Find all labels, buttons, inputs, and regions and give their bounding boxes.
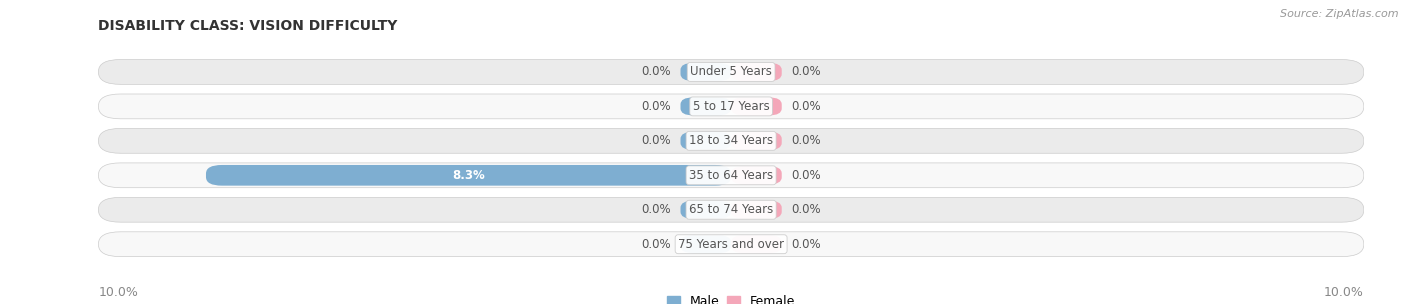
FancyBboxPatch shape	[681, 201, 731, 219]
Text: 8.3%: 8.3%	[453, 169, 485, 182]
Text: 0.0%: 0.0%	[641, 65, 671, 78]
FancyBboxPatch shape	[731, 63, 782, 81]
Text: 18 to 34 Years: 18 to 34 Years	[689, 134, 773, 147]
FancyBboxPatch shape	[98, 163, 1364, 188]
FancyBboxPatch shape	[731, 132, 782, 150]
Text: 0.0%: 0.0%	[792, 100, 821, 113]
FancyBboxPatch shape	[98, 94, 1364, 119]
FancyBboxPatch shape	[98, 232, 1364, 257]
Text: 0.0%: 0.0%	[792, 134, 821, 147]
FancyBboxPatch shape	[681, 235, 731, 253]
Text: 65 to 74 Years: 65 to 74 Years	[689, 203, 773, 216]
Text: Source: ZipAtlas.com: Source: ZipAtlas.com	[1281, 9, 1399, 19]
Legend: Male, Female: Male, Female	[662, 290, 800, 304]
Text: Under 5 Years: Under 5 Years	[690, 65, 772, 78]
Text: DISABILITY CLASS: VISION DIFFICULTY: DISABILITY CLASS: VISION DIFFICULTY	[98, 19, 398, 33]
Text: 5 to 17 Years: 5 to 17 Years	[693, 100, 769, 113]
FancyBboxPatch shape	[731, 201, 782, 219]
Text: 0.0%: 0.0%	[641, 100, 671, 113]
Text: 10.0%: 10.0%	[98, 286, 138, 299]
FancyBboxPatch shape	[681, 132, 731, 150]
Text: 0.0%: 0.0%	[792, 169, 821, 182]
Text: 0.0%: 0.0%	[792, 203, 821, 216]
FancyBboxPatch shape	[98, 60, 1364, 84]
Text: 0.0%: 0.0%	[641, 134, 671, 147]
Text: 0.0%: 0.0%	[641, 238, 671, 251]
FancyBboxPatch shape	[98, 197, 1364, 222]
FancyBboxPatch shape	[731, 235, 782, 253]
Text: 75 Years and over: 75 Years and over	[678, 238, 785, 251]
FancyBboxPatch shape	[205, 165, 731, 186]
FancyBboxPatch shape	[681, 63, 731, 81]
Text: 0.0%: 0.0%	[792, 238, 821, 251]
FancyBboxPatch shape	[731, 166, 782, 184]
Text: 0.0%: 0.0%	[641, 203, 671, 216]
Text: 0.0%: 0.0%	[792, 65, 821, 78]
FancyBboxPatch shape	[681, 98, 731, 115]
FancyBboxPatch shape	[731, 98, 782, 115]
Text: 35 to 64 Years: 35 to 64 Years	[689, 169, 773, 182]
Text: 10.0%: 10.0%	[1324, 286, 1364, 299]
FancyBboxPatch shape	[98, 129, 1364, 153]
